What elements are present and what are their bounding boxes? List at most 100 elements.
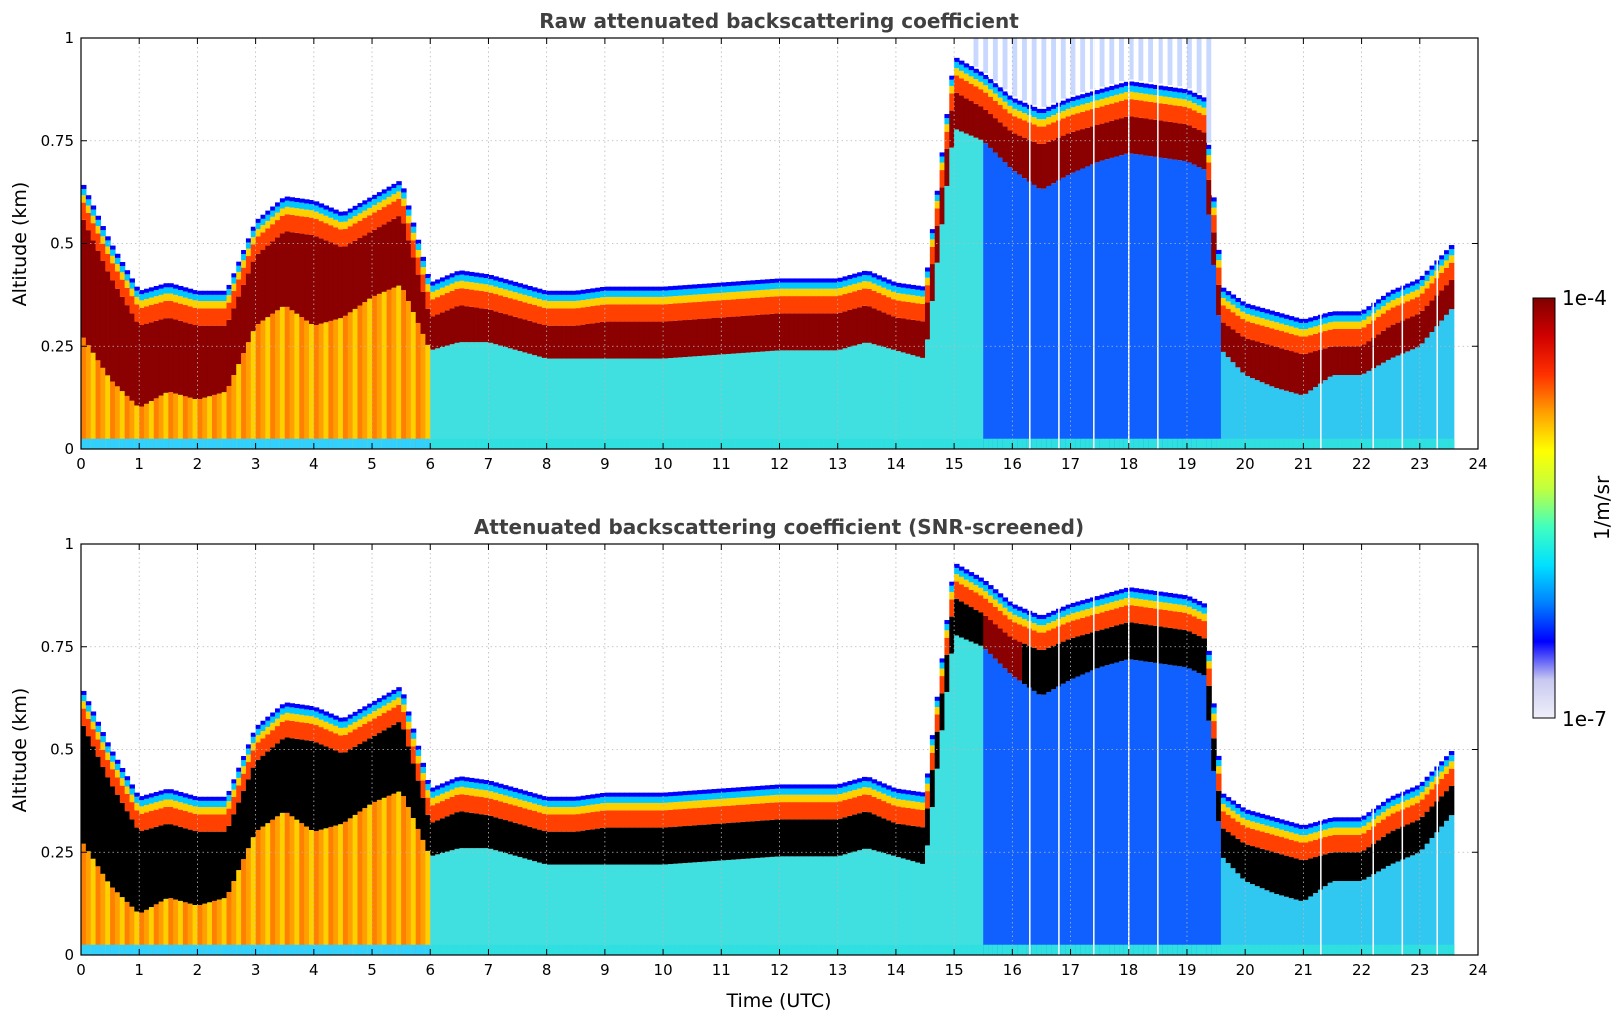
bottom-layer-edge: [764, 802, 771, 821]
bottom-layer-halo: [929, 745, 936, 753]
bottom-x-tick-label: 2: [193, 961, 203, 979]
bottom-layer-fringe: [139, 796, 145, 801]
bottom-layer-edge: [546, 814, 553, 832]
top-layer-fringe: [236, 261, 242, 266]
bottom-layer-column: [1444, 791, 1450, 821]
bottom-layer-halo: [847, 791, 853, 799]
top-aerosol-column: [1371, 368, 1377, 449]
top-layer-fringe: [755, 279, 761, 285]
top-aerosol-column: [1007, 167, 1013, 449]
bottom-ground-strip: [1089, 944, 1096, 955]
top-aerosol-column: [871, 344, 878, 449]
bottom-layer-column: [435, 820, 441, 855]
bottom-layer-fringe: [1351, 817, 1358, 822]
bottom-layer-fringe: [507, 786, 514, 791]
top-layer-halo-outer: [1157, 89, 1164, 96]
top-layer-halo: [667, 296, 674, 304]
top-layer-edge: [275, 220, 281, 238]
bottom-aerosol-column: [653, 864, 659, 955]
top-layer-edge: [1298, 336, 1304, 354]
bottom-layer-halo: [299, 714, 305, 723]
top-aerosol-column: [1351, 375, 1358, 449]
top-aerosol-column: [978, 139, 984, 449]
bottom-layer-halo-outer: [182, 797, 189, 804]
bottom-y-tick-label: 0.5: [50, 741, 74, 759]
bottom-layer-halo-outer: [1274, 822, 1280, 829]
top-layer-halo-outer: [920, 290, 926, 297]
bottom-layer-fringe: [226, 790, 232, 796]
top-layer-edge: [609, 304, 616, 322]
bottom-ground-strip: [469, 944, 475, 955]
top-ground-strip: [954, 438, 960, 449]
top-layer-fringe: [1012, 98, 1018, 103]
top-layer-fringe: [852, 273, 858, 278]
bottom-layer-column: [716, 823, 722, 861]
top-layer-edge: [1041, 126, 1047, 144]
top-layer-halo-outer: [687, 288, 693, 296]
bottom-layer-halo-outer: [289, 707, 296, 714]
top-aerosol-column: [1089, 164, 1096, 449]
top-layer-halo: [828, 288, 834, 297]
bottom-layer-edge: [1361, 833, 1368, 851]
bottom-layer-halo: [1172, 603, 1178, 612]
bottom-layer-halo-outer: [216, 800, 223, 808]
top-layer-fringe: [1414, 279, 1421, 284]
top-layer-halo-outer: [1104, 91, 1110, 98]
bottom-layer-fringe: [517, 789, 524, 794]
bottom-layer-fringe: [663, 792, 669, 797]
bottom-x-tick-label: 5: [367, 961, 377, 979]
top-layer-fringe: [1041, 108, 1047, 114]
top-layer-halo: [207, 301, 213, 309]
bottom-layer-fringe: [808, 784, 815, 789]
top-layer-fringe: [1405, 283, 1411, 288]
top-ground-strip: [313, 438, 320, 449]
bottom-layer-fringe: [318, 709, 325, 714]
bottom-aerosol-column: [886, 854, 892, 955]
bottom-layer-column: [367, 738, 373, 805]
bottom-aerosol-column: [629, 864, 635, 955]
bottom-layer-halo: [1182, 605, 1188, 613]
bottom-layer-edge: [1070, 620, 1076, 638]
bottom-layer-halo: [192, 806, 199, 814]
bottom-layer-edge: [381, 713, 388, 731]
bottom-layer-halo: [706, 799, 713, 808]
bottom-layer-halo-outer: [1211, 707, 1217, 714]
bottom-layer-fringe: [755, 785, 761, 791]
bottom-aerosol-column: [129, 906, 135, 955]
bottom-ground-strip: [687, 944, 693, 955]
top-layer-column: [1390, 324, 1397, 358]
bottom-layer-column: [444, 816, 451, 852]
top-layer-fringe: [498, 277, 504, 282]
top-aerosol-column: [876, 345, 882, 449]
top-layer-halo: [920, 296, 926, 304]
bottom-layer-fringe: [493, 782, 499, 787]
bottom-ground-strip: [1123, 944, 1130, 955]
top-aerosol-column: [260, 320, 266, 449]
bottom-layer-halo: [1186, 606, 1193, 615]
bottom-ground-strip: [711, 944, 718, 955]
top-aerosol-column: [1322, 380, 1329, 449]
bottom-layer-edge: [818, 802, 824, 820]
top-ground-strip: [391, 438, 397, 449]
top-layer-halo-outer: [124, 274, 131, 281]
bottom-layer-column: [1201, 638, 1207, 676]
top-noise-column: [997, 38, 1004, 86]
bottom-layer-fringe: [1254, 812, 1261, 817]
bottom-layer-fringe: [992, 589, 999, 594]
top-aerosol-column: [794, 350, 800, 449]
bottom-layer-halo-outer: [852, 783, 858, 790]
bottom-layer-halo-outer: [148, 797, 155, 804]
top-layer-column: [1201, 132, 1207, 170]
top-layer-fringe: [881, 277, 887, 282]
top-aerosol-column: [653, 358, 659, 449]
bottom-layer-fringe: [735, 787, 742, 792]
bottom-layer-column: [148, 828, 155, 908]
top-ground-strip: [988, 438, 994, 449]
top-layer-halo-outer: [362, 204, 368, 211]
colorbar: [1532, 297, 1556, 719]
top-layer-fringe: [575, 290, 582, 295]
bottom-ground-strip: [439, 944, 446, 955]
bottom-ground-strip: [1051, 944, 1057, 955]
bottom-layer-edge: [1245, 827, 1251, 845]
bottom-layer-halo-outer: [983, 585, 989, 592]
